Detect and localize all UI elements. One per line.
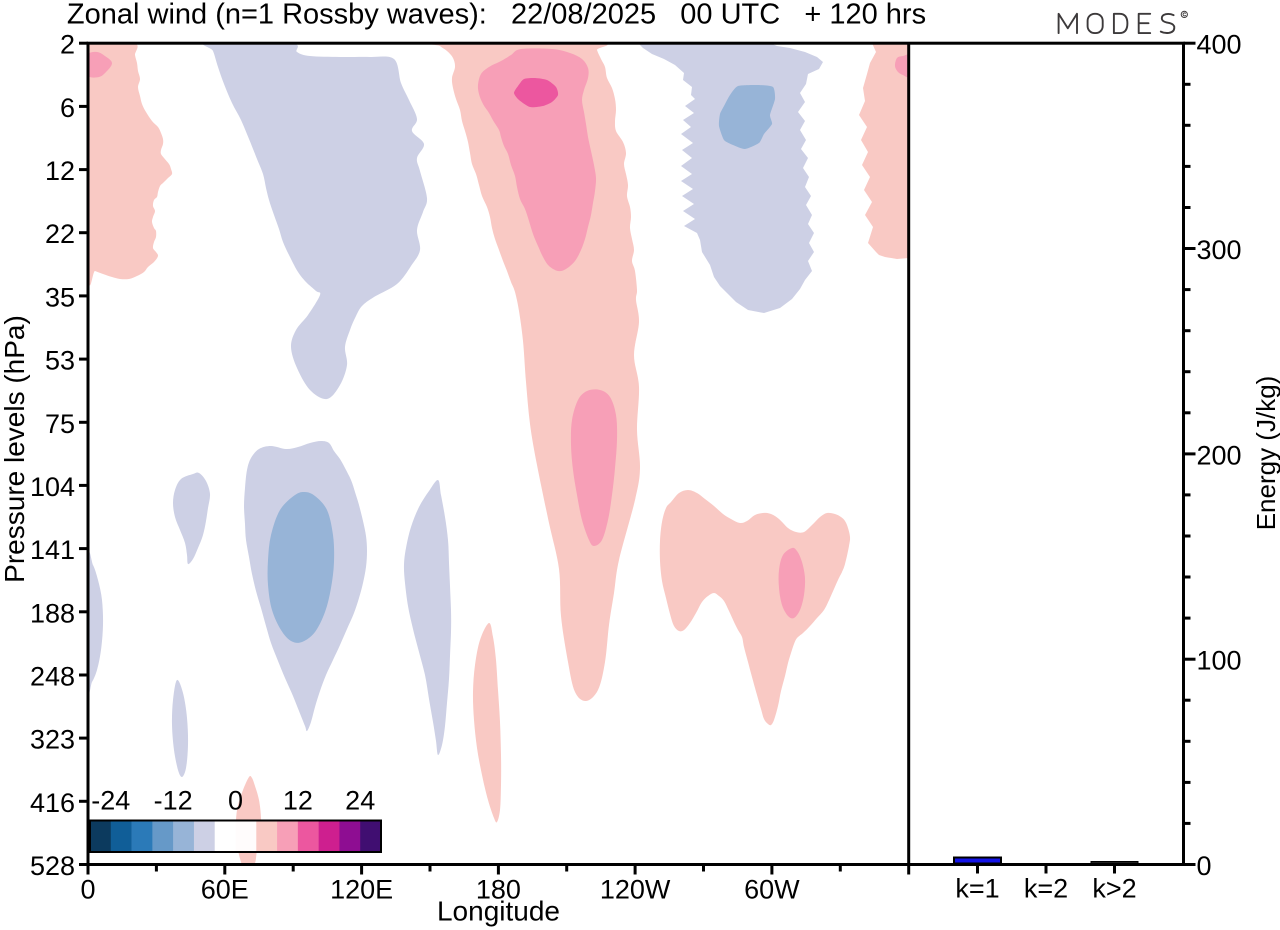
svg-text:6: 6 xyxy=(60,93,75,123)
svg-text:60W: 60W xyxy=(744,875,800,905)
svg-text:141: 141 xyxy=(30,535,75,565)
svg-text:53: 53 xyxy=(45,346,75,376)
svg-text:120E: 120E xyxy=(330,875,393,905)
svg-text:12: 12 xyxy=(283,786,313,816)
svg-text:k=2: k=2 xyxy=(1024,874,1068,904)
svg-text:24: 24 xyxy=(345,786,375,816)
svg-text:100: 100 xyxy=(1197,646,1242,676)
svg-text:Longitude: Longitude xyxy=(437,896,560,927)
svg-text:Pressure levels (hPa): Pressure levels (hPa) xyxy=(0,315,30,583)
svg-text:104: 104 xyxy=(30,472,75,502)
svg-text:35: 35 xyxy=(45,282,75,312)
svg-text:0: 0 xyxy=(1197,851,1212,881)
svg-text:180: 180 xyxy=(476,875,521,905)
svg-text:Zonal wind (n=1 Rossby waves):: Zonal wind (n=1 Rossby waves): 22/08/202… xyxy=(67,0,926,31)
svg-text:k>2: k>2 xyxy=(1092,874,1136,904)
svg-text:Energy (J/kg): Energy (J/kg) xyxy=(1251,376,1280,531)
svg-text:248: 248 xyxy=(30,662,75,692)
svg-text:60E: 60E xyxy=(201,875,249,905)
svg-text:188: 188 xyxy=(30,598,75,628)
svg-text:400: 400 xyxy=(1197,30,1242,60)
svg-text:323: 323 xyxy=(30,725,75,755)
svg-text:200: 200 xyxy=(1197,440,1242,470)
svg-text:120W: 120W xyxy=(600,875,671,905)
svg-text:0: 0 xyxy=(228,786,243,816)
svg-text:300: 300 xyxy=(1197,235,1242,265)
svg-text:12: 12 xyxy=(45,156,75,186)
svg-text:-24: -24 xyxy=(91,786,130,816)
svg-text:416: 416 xyxy=(30,788,75,818)
svg-text:2: 2 xyxy=(60,30,75,60)
svg-text:-12: -12 xyxy=(154,786,193,816)
svg-text:528: 528 xyxy=(30,851,75,881)
svg-text:k=1: k=1 xyxy=(955,874,999,904)
svg-text:75: 75 xyxy=(45,409,75,439)
svg-text:22: 22 xyxy=(45,219,75,249)
svg-text:0: 0 xyxy=(80,875,95,905)
